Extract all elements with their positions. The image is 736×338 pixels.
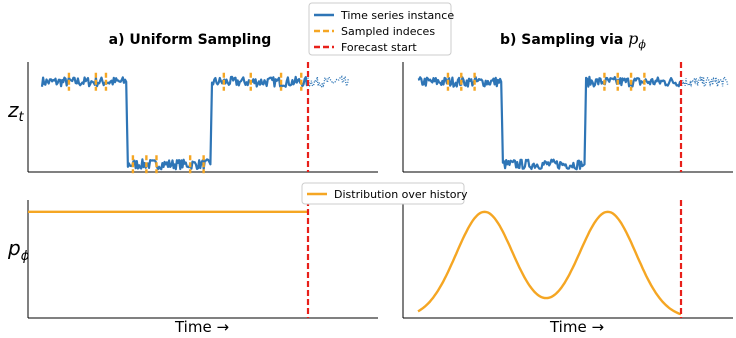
legend-label-distribution: Distribution over history — [334, 188, 468, 201]
xlabel-time-right: Time → — [549, 318, 604, 336]
legend-label-sampled: Sampled indeces — [341, 25, 435, 38]
title-uniform-sampling: a) Uniform Sampling — [109, 32, 272, 48]
forecast-dotted-line — [680, 75, 729, 88]
ylabel-p-phi: pϕ — [7, 236, 30, 264]
legend-top-box — [308, 2, 452, 56]
title-p-symbol: p — [628, 29, 638, 48]
title-sampling-via-p: b) Sampling via pϕ — [500, 29, 646, 51]
panel-uniform-series — [40, 62, 350, 174]
title-phi-subscript: ϕ — [638, 38, 646, 51]
panel-uniform-distribution — [28, 200, 310, 318]
legend-top: Time series instance Sampled indeces For… — [308, 2, 454, 56]
title-sampling-via-text: b) Sampling via — [500, 32, 628, 48]
panel-twopeak-distribution — [417, 200, 683, 318]
series-line — [40, 75, 310, 171]
xlabel-time-left: Time → — [174, 318, 229, 336]
series-line — [417, 75, 682, 171]
legend-label-series: Time series instance — [340, 9, 454, 22]
axes-spines — [27, 62, 733, 319]
bimodal-distribution-curve — [417, 210, 682, 316]
legend-label-forecast: Forecast start — [341, 41, 417, 54]
forecast-dotted-line — [307, 75, 350, 89]
legend-bottom: Distribution over history — [301, 182, 468, 205]
panel-pphi-series — [417, 62, 729, 172]
ylabel-z-t: zt — [7, 98, 25, 125]
legend-bottom-box — [301, 182, 465, 205]
